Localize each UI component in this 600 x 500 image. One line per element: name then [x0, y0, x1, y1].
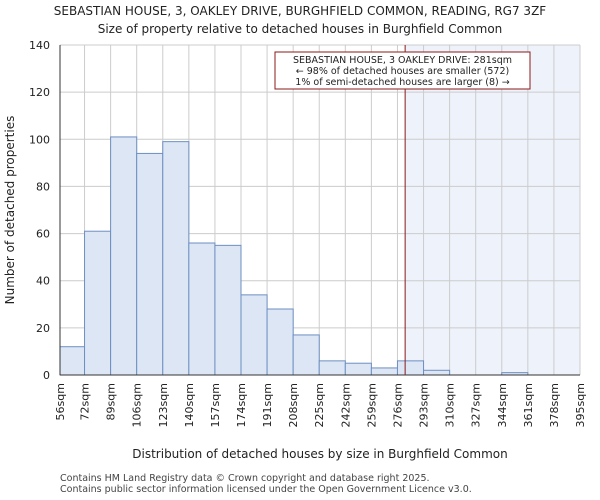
- x-tick-label: 310sqm: [444, 383, 457, 427]
- x-tick-label: 174sqm: [235, 383, 248, 427]
- x-tick-label: 208sqm: [287, 383, 300, 427]
- y-tick-label: 140: [29, 39, 50, 52]
- x-tick-label: 157sqm: [209, 383, 222, 427]
- y-tick-label: 60: [36, 228, 50, 241]
- x-tick-label: 72sqm: [79, 383, 92, 420]
- annotation-line: ← 98% of detached houses are smaller (57…: [296, 66, 509, 77]
- x-tick-label: 395sqm: [574, 383, 587, 427]
- y-tick-label: 0: [43, 369, 50, 382]
- x-tick-label: 123sqm: [157, 383, 170, 427]
- footer-licence: Contains public sector information licen…: [60, 484, 472, 495]
- histogram-bar: [84, 230, 112, 376]
- y-axis-label: Number of detached properties: [3, 116, 17, 305]
- histogram-bar: [318, 360, 346, 376]
- x-tick-label: 293sqm: [418, 383, 431, 427]
- histogram-bar: [240, 294, 268, 376]
- histogram-bar: [266, 308, 294, 376]
- y-tick-label: 80: [36, 180, 50, 193]
- histogram-bar: [162, 141, 190, 376]
- histogram-bar: [423, 369, 451, 376]
- x-axis-label: Distribution of detached houses by size …: [132, 447, 507, 461]
- y-tick-label: 120: [29, 86, 50, 99]
- y-tick-label: 40: [36, 275, 50, 288]
- x-tick-label: 56sqm: [54, 383, 67, 420]
- histogram-bar: [59, 346, 86, 376]
- x-tick-label: 140sqm: [183, 383, 196, 427]
- histogram-bar: [110, 136, 138, 376]
- histogram-chart: 0 20 40 60 80 100 120 140 56sqm 72sqm 89sqm 106sqm 1…: [3, 39, 587, 461]
- chart-subtitle: Size of property relative to detached ho…: [97, 22, 503, 36]
- histogram-bar: [396, 360, 425, 376]
- histogram-bar: [292, 334, 320, 376]
- histogram-bar: [344, 362, 372, 376]
- x-tick-label: 361sqm: [522, 383, 535, 427]
- x-tick-label: 259sqm: [365, 383, 378, 427]
- histogram-bar: [136, 152, 164, 376]
- footer-copyright: Contains HM Land Registry data © Crown c…: [60, 473, 430, 484]
- x-tick-label: 191sqm: [261, 383, 274, 427]
- x-tick-label: 344sqm: [496, 383, 509, 427]
- x-tick-label: 276sqm: [391, 383, 404, 427]
- y-tick-label: 20: [36, 322, 50, 335]
- chart-title: SEBASTIAN HOUSE, 3, OAKLEY DRIVE, BURGHF…: [53, 4, 547, 18]
- histogram-bar: [188, 242, 216, 376]
- annotation-line: SEBASTIAN HOUSE, 3 OAKLEY DRIVE: 281sqm: [293, 55, 512, 66]
- x-tick-label: 378sqm: [548, 383, 561, 427]
- x-tick-label: 89sqm: [105, 383, 118, 420]
- x-tick-label: 106sqm: [131, 383, 144, 427]
- histogram-bar: [370, 367, 398, 376]
- highlight-region: [405, 45, 580, 375]
- annotation-box: [274, 51, 531, 90]
- y-tick-label: 100: [29, 133, 50, 146]
- x-tick-label: 225sqm: [313, 383, 326, 427]
- annotation-line: 1% of semi-detached houses are larger (8…: [295, 77, 509, 88]
- histogram-bar: [214, 244, 242, 376]
- x-tick-label: 327sqm: [470, 383, 483, 427]
- x-tick-label: 242sqm: [339, 383, 352, 427]
